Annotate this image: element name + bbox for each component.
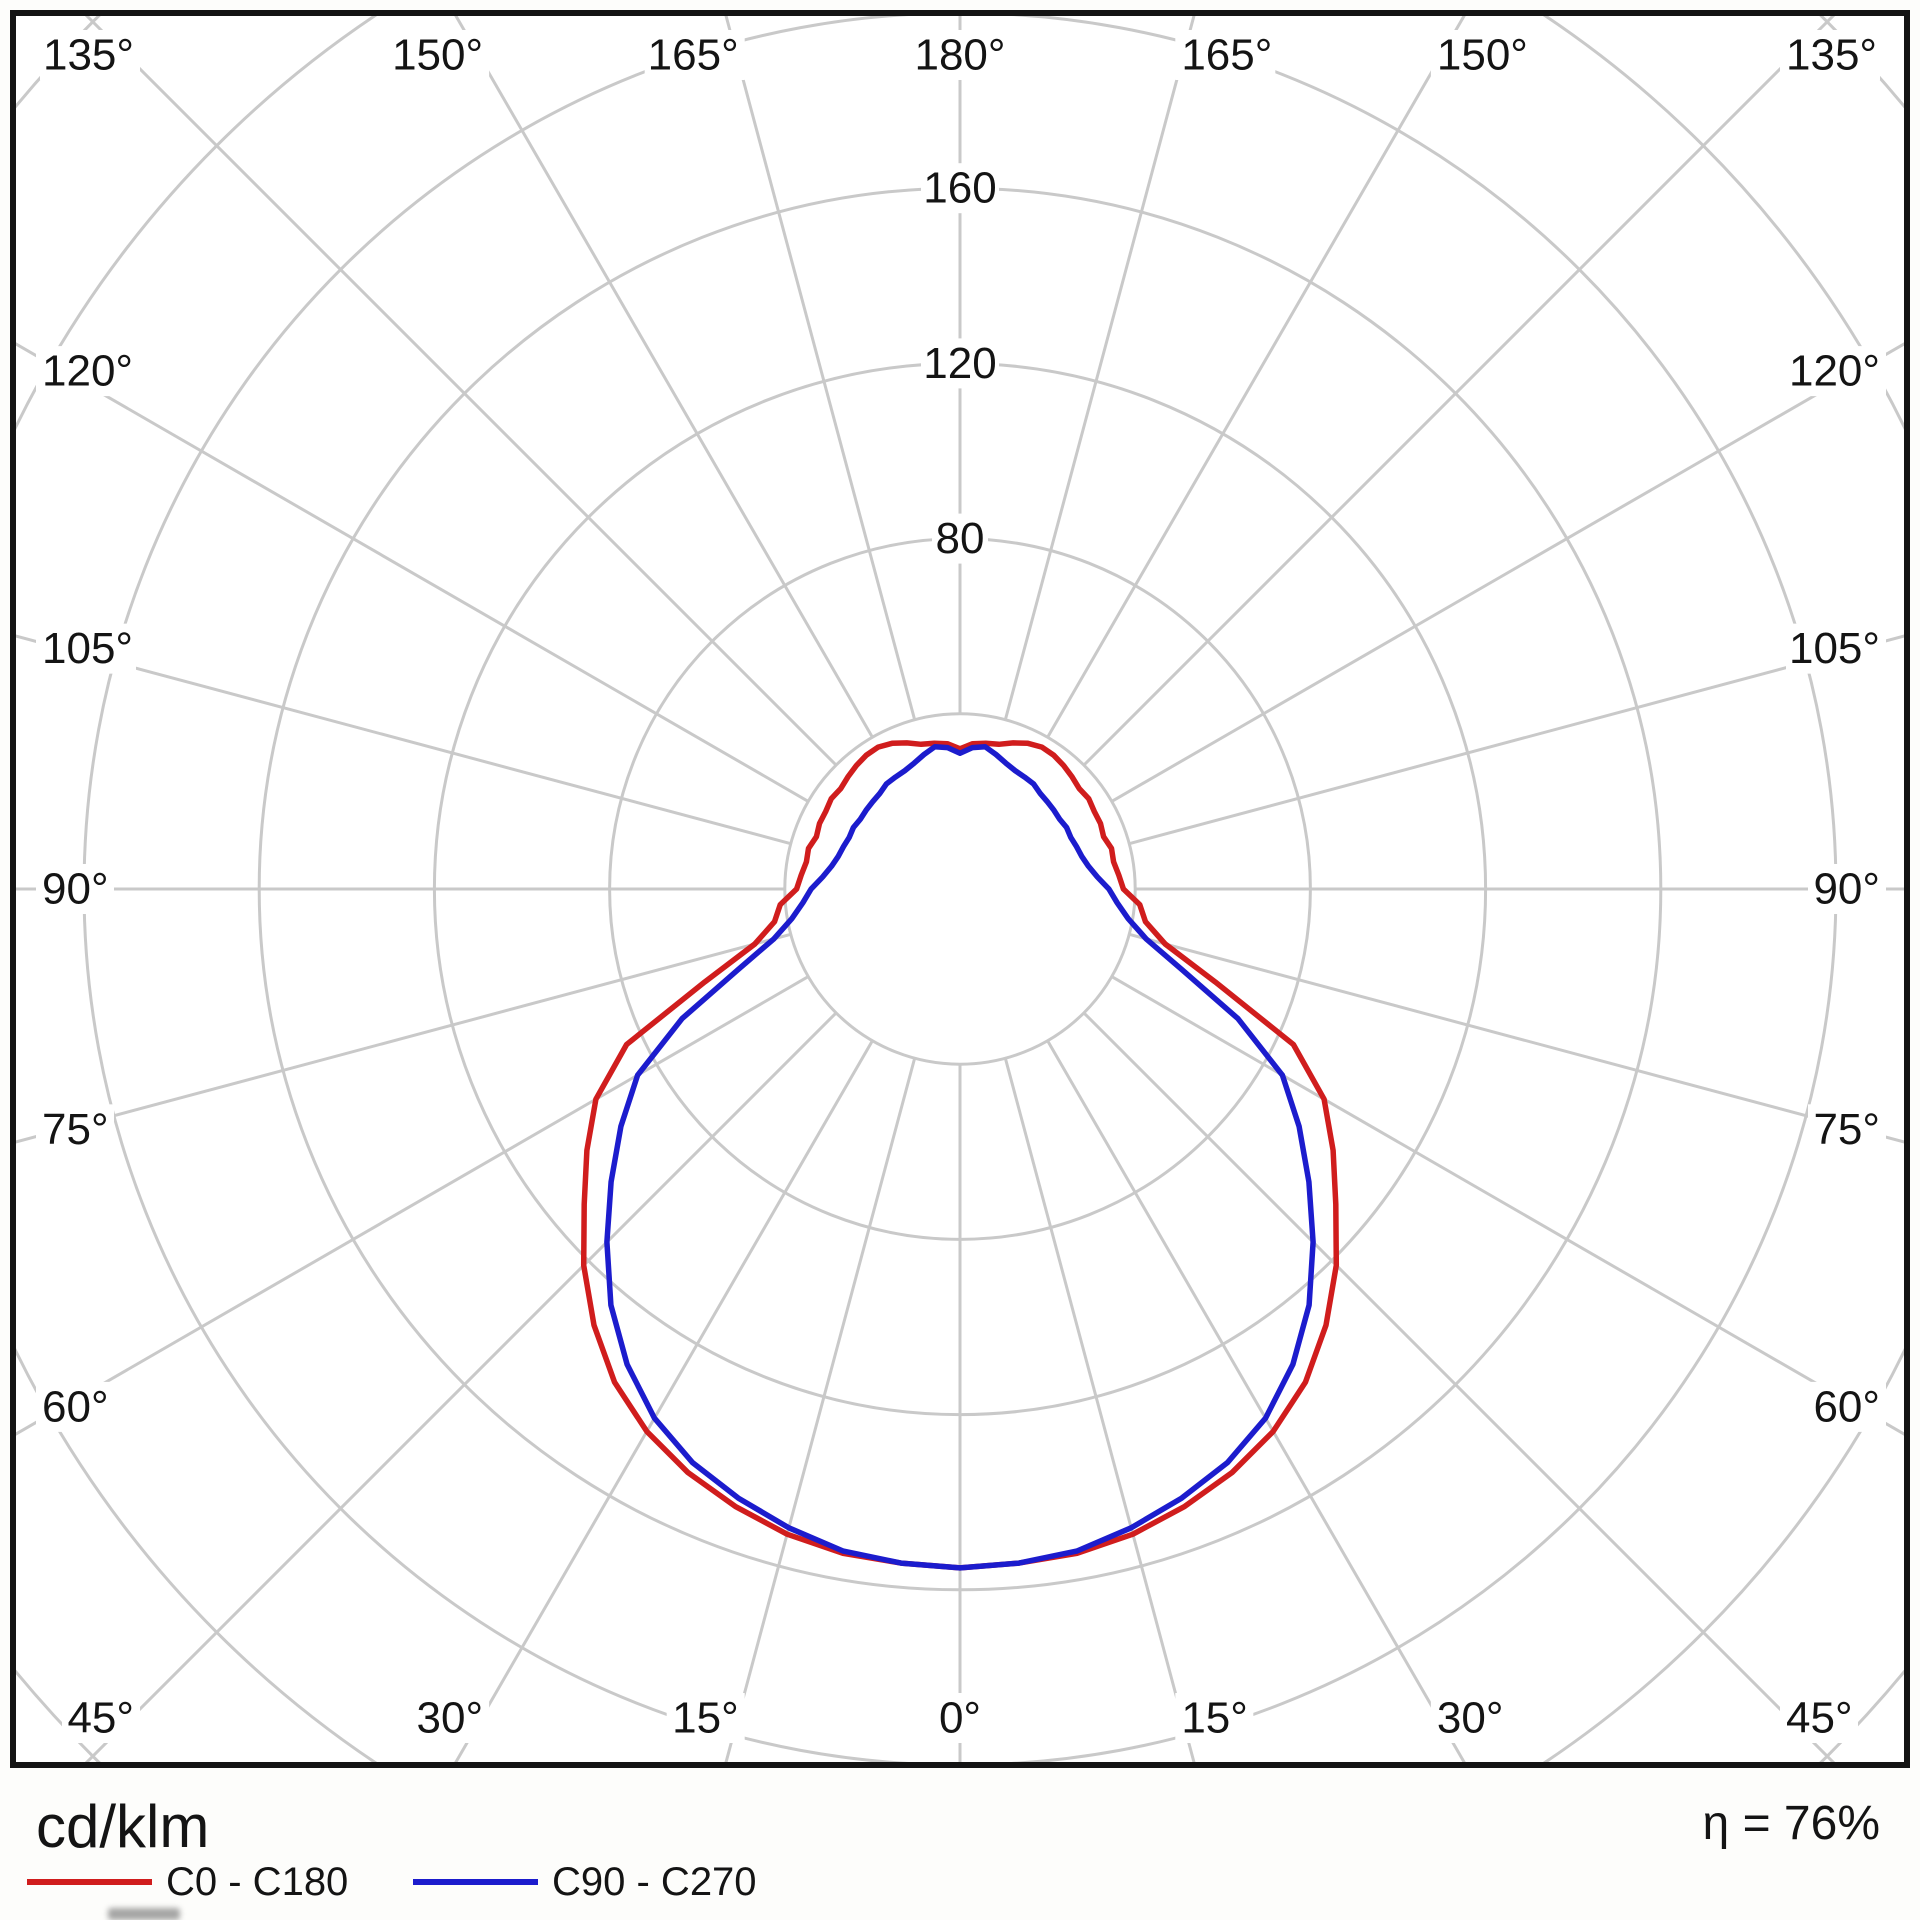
- angle-label-180: 180°: [914, 31, 1005, 80]
- angle-label-135-right-bg: [1780, 30, 1880, 80]
- ring-label-120-bg: [921, 338, 999, 389]
- angle-label-0-bg: [932, 1693, 988, 1743]
- grid-ray-285: [16, 932, 792, 1144]
- angle-label-90-left-bg: [36, 864, 114, 914]
- grid-ray-75: [1128, 932, 1904, 1144]
- ring-label-80-bg: [932, 513, 988, 564]
- angle-label-165-right-bg: [1175, 30, 1276, 80]
- ring-label-120: 120: [923, 339, 996, 388]
- efficiency-value: η = 76%: [1702, 1797, 1880, 1850]
- grid-ray-30: [1046, 1039, 1466, 1762]
- angle-label-60-right: 60°: [1813, 1382, 1880, 1431]
- angle-label-45-left-bg: [62, 1693, 140, 1743]
- grid-ray-150: [1046, 16, 1466, 739]
- curve-c90-c270: [604, 743, 1316, 1571]
- angle-label-120-left-bg: [36, 346, 136, 397]
- angle-label-75-left-bg: [36, 1104, 114, 1155]
- angle-label-135-left-bg: [40, 30, 140, 80]
- angle-label-165-left: 165°: [648, 31, 739, 80]
- angle-label-120-left: 120°: [42, 347, 133, 396]
- angle-label-15-left: 15°: [672, 1694, 739, 1743]
- legend-item-c0-c180: C0 - C180: [27, 1852, 348, 1912]
- angle-label-75-right: 75°: [1813, 1105, 1880, 1154]
- grid-ray-330: [454, 1039, 874, 1762]
- angle-label-135-right: 135°: [1786, 31, 1877, 80]
- grid-ray-15: [1003, 1057, 1196, 1762]
- angle-label-45-right-bg: [1780, 1693, 1858, 1743]
- angle-label-90-right-bg: [1808, 864, 1886, 914]
- angle-label-45-left: 45°: [67, 1694, 134, 1743]
- angle-label-90-left: 90°: [42, 865, 109, 914]
- angle-label-30-left: 30°: [417, 1694, 484, 1743]
- grid-ray-165: [1003, 16, 1196, 721]
- angle-label-150-right-bg: [1430, 30, 1531, 80]
- angle-label-90-right: 90°: [1813, 865, 1880, 914]
- ring-label-160: 160: [923, 164, 996, 213]
- angle-label-45-right: 45°: [1786, 1694, 1853, 1743]
- grid-ray-60: [1110, 975, 1904, 1436]
- angle-label-135-left: 135°: [43, 31, 134, 80]
- angle-label-75-left: 75°: [42, 1105, 109, 1154]
- ring-label-80: 80: [936, 514, 985, 563]
- angle-label-165-left-bg: [644, 30, 745, 80]
- grid-ray-105: [1128, 634, 1904, 846]
- angle-label-30-right-bg: [1430, 1693, 1509, 1743]
- angle-label-165-right: 165°: [1181, 31, 1272, 80]
- angle-label-105-left: 105°: [42, 624, 133, 673]
- legend-swatch-blue-line: [413, 1879, 538, 1885]
- clipped-text-artifact: [108, 1908, 180, 1920]
- angle-label-105-left-bg: [36, 623, 136, 674]
- grid-ray-300: [16, 975, 810, 1436]
- units-label: cd/klm: [36, 1793, 210, 1860]
- angle-label-15-right-bg: [1175, 1693, 1254, 1743]
- angle-label-150-left: 150°: [392, 31, 483, 80]
- grid-ray-345: [724, 1057, 917, 1762]
- angle-label-60-right-bg: [1808, 1381, 1886, 1432]
- legend-swatch-red-line: [27, 1879, 152, 1885]
- grid-ray-240: [16, 342, 810, 803]
- angle-label-150-left-bg: [389, 30, 490, 80]
- angle-label-60-left-bg: [36, 1381, 114, 1432]
- legend-item-c90-c270: C90 - C270: [413, 1852, 757, 1912]
- angle-label-180-bg: [910, 30, 1010, 80]
- angle-label-75-right-bg: [1808, 1104, 1886, 1155]
- angle-label-150-right: 150°: [1437, 31, 1528, 80]
- ring-label-160-bg: [921, 163, 999, 214]
- grid-ray-120: [1110, 342, 1904, 803]
- angle-label-105-right-bg: [1786, 623, 1886, 674]
- angle-label-120-right: 120°: [1789, 347, 1880, 396]
- angle-label-30-left-bg: [411, 1693, 490, 1743]
- legend-label-c90-c270: C90 - C270: [552, 1860, 757, 1904]
- angle-label-60-left: 60°: [42, 1382, 109, 1431]
- angle-label-15-left-bg: [666, 1693, 745, 1743]
- angle-label-120-right-bg: [1786, 346, 1886, 397]
- legend: C0 - C180 C90 - C270: [0, 1852, 1920, 1912]
- angle-label-15-right: 15°: [1181, 1694, 1248, 1743]
- grid-ray-210: [454, 16, 874, 739]
- grid-ray-255: [16, 634, 792, 846]
- angle-label-0: 0°: [939, 1694, 981, 1743]
- angle-label-30-right: 30°: [1437, 1694, 1504, 1743]
- grid-ray-195: [724, 16, 917, 721]
- legend-label-c0-c180: C0 - C180: [166, 1860, 349, 1904]
- curves: [580, 740, 1340, 1571]
- angle-label-105-right: 105°: [1789, 624, 1880, 673]
